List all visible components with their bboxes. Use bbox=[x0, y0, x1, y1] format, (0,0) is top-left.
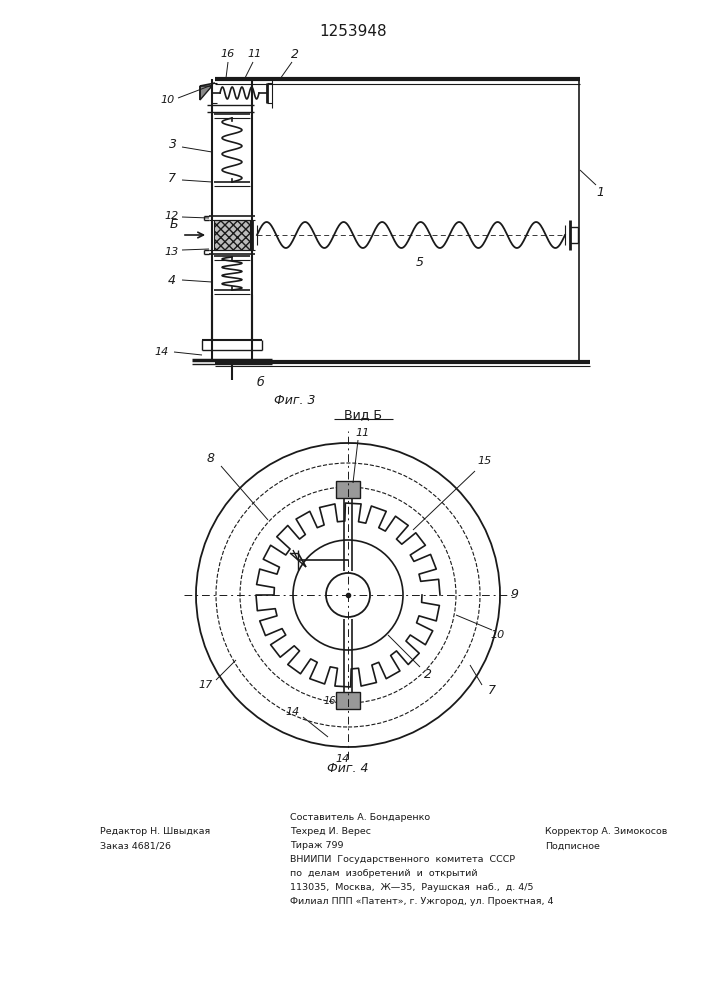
Text: 2: 2 bbox=[291, 47, 299, 60]
Text: Фиг. 3: Фиг. 3 bbox=[274, 393, 316, 406]
Text: 9: 9 bbox=[510, 588, 518, 601]
Text: 4: 4 bbox=[168, 273, 176, 286]
Text: Б: Б bbox=[170, 219, 178, 232]
Text: 5: 5 bbox=[416, 255, 424, 268]
Text: Вид Б: Вид Б bbox=[344, 408, 382, 422]
Text: 11: 11 bbox=[248, 49, 262, 59]
Text: ВНИИПИ  Государственного  комитета  СССР: ВНИИПИ Государственного комитета СССР bbox=[290, 856, 515, 864]
Text: 1253948: 1253948 bbox=[319, 24, 387, 39]
Text: Заказ 4681/26: Заказ 4681/26 bbox=[100, 842, 171, 850]
Text: 3: 3 bbox=[169, 138, 177, 151]
Text: по  делам  изобретений  и  открытий: по делам изобретений и открытий bbox=[290, 869, 478, 879]
Text: Филиал ППП «Патент», г. Ужгород, ул. Проектная, 4: Филиал ППП «Патент», г. Ужгород, ул. Про… bbox=[290, 898, 554, 906]
Bar bbox=[214, 220, 250, 250]
Text: 16: 16 bbox=[221, 49, 235, 59]
Text: 12: 12 bbox=[165, 211, 179, 221]
Text: 1: 1 bbox=[596, 186, 604, 198]
Text: 15: 15 bbox=[478, 456, 492, 466]
Text: 14: 14 bbox=[286, 707, 300, 717]
Text: 10: 10 bbox=[491, 630, 505, 640]
Text: 16: 16 bbox=[324, 696, 337, 706]
Bar bbox=[336, 692, 360, 709]
Text: Редактор Н. Швыдкая: Редактор Н. Швыдкая bbox=[100, 828, 210, 836]
Text: 10: 10 bbox=[161, 95, 175, 105]
Text: 13: 13 bbox=[165, 247, 179, 257]
Text: Техред И. Верес: Техред И. Верес bbox=[290, 828, 371, 836]
Text: б: б bbox=[256, 375, 264, 388]
Text: 14: 14 bbox=[336, 754, 350, 764]
Bar bbox=[336, 481, 360, 498]
Text: Тираж 799: Тираж 799 bbox=[290, 842, 344, 850]
Polygon shape bbox=[200, 86, 212, 100]
Text: 14: 14 bbox=[155, 347, 169, 357]
Text: 11: 11 bbox=[356, 428, 370, 438]
Text: Корректор А. Зимокосов: Корректор А. Зимокосов bbox=[545, 828, 667, 836]
Text: Фиг. 4: Фиг. 4 bbox=[327, 762, 369, 776]
Text: 2: 2 bbox=[424, 668, 432, 682]
Text: 17: 17 bbox=[199, 680, 213, 690]
Text: Подписное: Подписное bbox=[545, 842, 600, 850]
Text: 7: 7 bbox=[168, 172, 176, 184]
Text: 7: 7 bbox=[488, 684, 496, 696]
Text: 113035,  Москва,  Ж—35,  Раушская  наб.,  д. 4/5: 113035, Москва, Ж—35, Раушская наб., д. … bbox=[290, 884, 534, 892]
Text: 8: 8 bbox=[207, 452, 215, 464]
Text: Составитель А. Бондаренко: Составитель А. Бондаренко bbox=[290, 814, 430, 822]
